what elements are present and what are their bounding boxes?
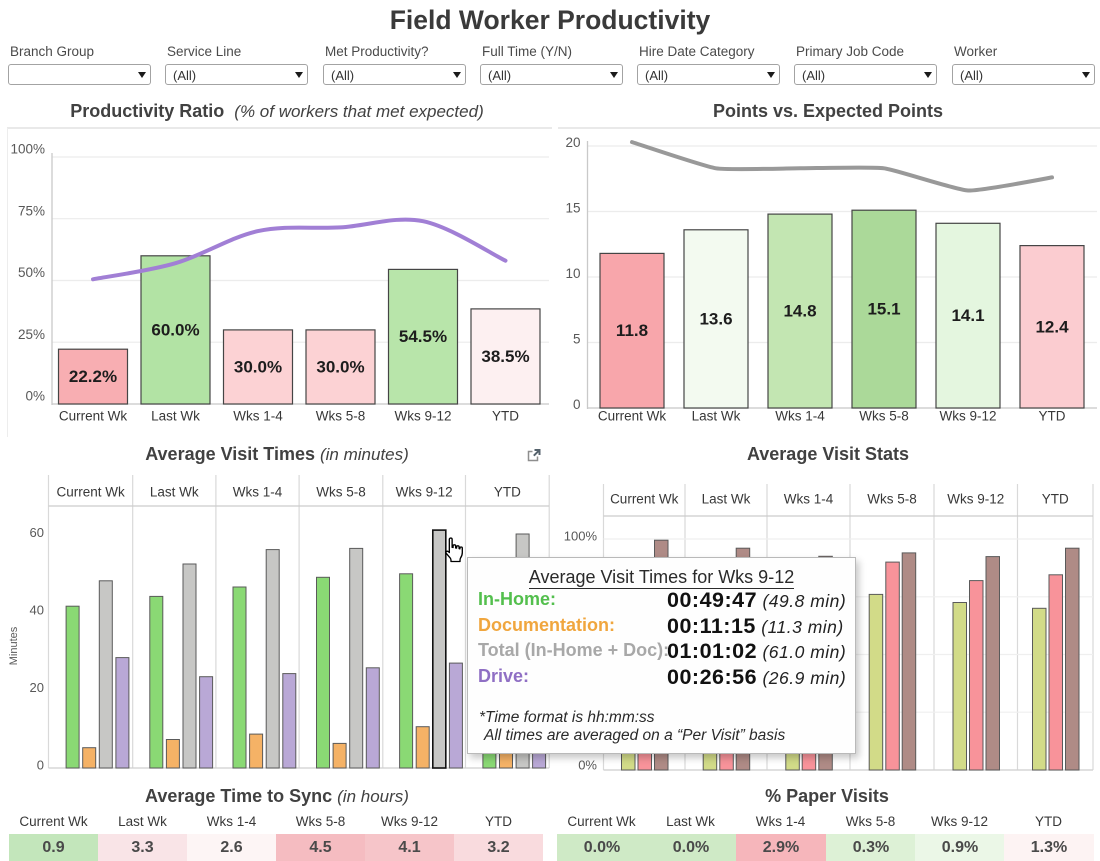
svg-text:Wks 5-8: Wks 5-8: [316, 409, 366, 424]
svg-text:Last Wk: Last Wk: [702, 492, 751, 507]
svg-text:38.5%: 38.5%: [481, 347, 529, 366]
svg-text:11.8: 11.8: [616, 321, 648, 340]
svg-text:100%: 100%: [10, 142, 45, 157]
svg-text:12.4: 12.4: [1035, 317, 1069, 336]
svg-text:50%: 50%: [18, 265, 45, 280]
svg-text:YTD: YTD: [1039, 409, 1066, 424]
svg-text:Wks 9-12: Wks 9-12: [394, 409, 451, 424]
svg-text:Wks 9-12: Wks 9-12: [396, 485, 453, 500]
svg-text:15.1: 15.1: [867, 300, 900, 319]
svg-text:Wks 5-8: Wks 5-8: [867, 492, 917, 507]
svg-text:25%: 25%: [18, 327, 45, 342]
svg-text:Last Wk: Last Wk: [692, 409, 741, 424]
svg-text:0: 0: [573, 397, 581, 412]
svg-text:40: 40: [30, 603, 44, 618]
svg-text:Wks 1-4: Wks 1-4: [775, 409, 825, 424]
svg-text:100%: 100%: [564, 528, 598, 543]
svg-text:0%: 0%: [578, 757, 597, 772]
svg-text:Wks 5-8: Wks 5-8: [859, 409, 909, 424]
svg-text:YTD: YTD: [494, 485, 521, 500]
svg-text:Current Wk: Current Wk: [59, 409, 128, 424]
svg-text:22.2%: 22.2%: [69, 367, 117, 386]
svg-text:13.6: 13.6: [699, 309, 732, 328]
svg-text:Last Wk: Last Wk: [150, 485, 199, 500]
svg-text:YTD: YTD: [1042, 492, 1069, 507]
svg-text:60.0%: 60.0%: [151, 320, 199, 339]
svg-text:Last Wk: Last Wk: [151, 409, 200, 424]
svg-text:Wks 5-8: Wks 5-8: [316, 485, 366, 500]
svg-text:5: 5: [573, 332, 581, 347]
svg-text:Wks 1-4: Wks 1-4: [233, 485, 283, 500]
svg-text:14.8: 14.8: [783, 302, 816, 321]
svg-text:Current Wk: Current Wk: [598, 409, 667, 424]
svg-text:75%: 75%: [18, 203, 45, 218]
svg-text:Current Wk: Current Wk: [610, 492, 679, 507]
svg-text:0: 0: [37, 757, 44, 770]
svg-text:60: 60: [30, 525, 44, 540]
svg-text:Current Wk: Current Wk: [56, 485, 125, 500]
svg-text:54.5%: 54.5%: [399, 327, 447, 346]
svg-text:15: 15: [565, 201, 580, 216]
svg-text:20: 20: [30, 680, 44, 695]
svg-text:20: 20: [565, 135, 580, 150]
svg-text:10: 10: [565, 266, 580, 281]
svg-text:14.1: 14.1: [951, 306, 984, 325]
svg-text:Wks 9-12: Wks 9-12: [939, 409, 996, 424]
svg-text:Wks 1-4: Wks 1-4: [233, 409, 283, 424]
svg-text:Wks 9-12: Wks 9-12: [947, 492, 1004, 507]
svg-text:30.0%: 30.0%: [316, 357, 364, 376]
svg-text:YTD: YTD: [492, 409, 519, 424]
svg-text:Wks 1-4: Wks 1-4: [784, 492, 834, 507]
svg-text:0%: 0%: [25, 389, 45, 404]
svg-text:30.0%: 30.0%: [234, 357, 282, 376]
svg-text:Minutes: Minutes: [8, 626, 20, 665]
